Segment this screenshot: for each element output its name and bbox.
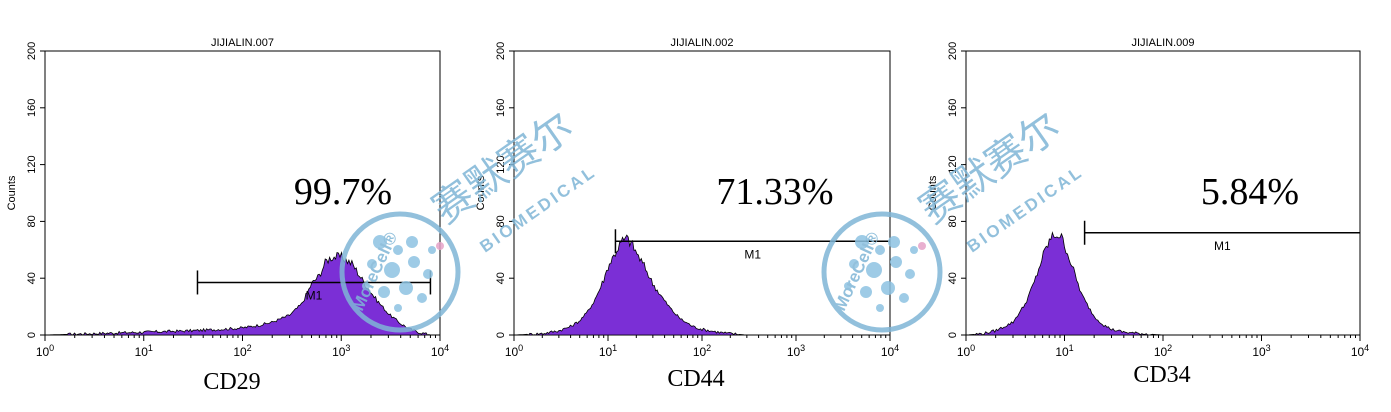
watermark-cell-dot <box>875 245 885 255</box>
gate-label: M1 <box>306 288 323 302</box>
histogram-panel-2: JIJIALIN.002 Counts 0 40 80 120 160 200 100 101 10… <box>475 37 899 392</box>
watermark-cell-dot <box>384 262 400 278</box>
y-tick-label: 80 <box>495 215 507 227</box>
watermark-cell-dot <box>423 269 433 279</box>
watermark-cell-dot <box>393 245 403 255</box>
watermark: MoreCell®赛默赛尔BIOMEDICALMoreCell®赛默赛尔BIOM… <box>339 105 1087 333</box>
x-tick-label: 104 <box>1351 343 1369 359</box>
watermark-cell-dot <box>910 246 918 254</box>
watermark-ring <box>821 211 943 333</box>
x-tick-label: 103 <box>787 343 805 359</box>
x-tick-label: 102 <box>1154 343 1172 359</box>
watermark-accent-dot <box>918 242 926 250</box>
watermark-cell-dot <box>876 304 884 312</box>
x-tick-label: 104 <box>881 343 899 359</box>
watermark-cell-dot <box>378 286 390 298</box>
watermark-cell-dot <box>855 235 869 249</box>
x-tick-label: 102 <box>693 343 711 359</box>
histogram-panel-3: JIJIALIN.009 Counts 0 40 80 120 160 200 100 101 10… <box>927 37 1369 388</box>
chart-title: JIJIALIN.007 <box>211 37 274 49</box>
x-tick-label: 104 <box>431 343 449 359</box>
watermark-cell-dot <box>408 256 420 268</box>
watermark-cell-dot <box>417 293 427 303</box>
watermark-cell-dot <box>881 281 895 295</box>
chart-title: JIJIALIN.009 <box>1132 37 1195 49</box>
histogram-panels: JIJIALIN.007 Counts 0 40 80 120 160 200 100 101 10… <box>6 37 1369 395</box>
watermark-ring <box>339 211 461 333</box>
y-tick-label: 160 <box>26 99 38 117</box>
x-tick-label: 100 <box>36 343 54 359</box>
histogram-area <box>45 250 431 336</box>
y-axis-label: Counts <box>475 175 487 210</box>
histogram-panel-1: JIJIALIN.007 Counts 0 40 80 120 160 200 100 101 10… <box>6 37 449 395</box>
watermark-cell-dot <box>394 304 402 312</box>
watermark-cell-dot <box>899 293 909 303</box>
x-tick-label: 100 <box>957 343 975 359</box>
y-tick-label: 200 <box>947 42 959 60</box>
x-tick-label: 102 <box>233 343 251 359</box>
gate-percentage: 5.84% <box>1201 171 1299 213</box>
gate-label: M1 <box>744 247 761 261</box>
x-tick-label: 101 <box>599 343 617 359</box>
y-tick-label: 120 <box>495 155 507 173</box>
x-axis-label: CD44 <box>667 366 724 392</box>
histogram-area <box>965 231 1360 336</box>
gate-percentage: 99.7% <box>294 171 392 213</box>
watermark-cell-dot <box>373 235 387 249</box>
y-tick-label: 40 <box>947 272 959 284</box>
y-tick-label: 160 <box>947 99 959 117</box>
watermark-cell-dot <box>367 259 377 269</box>
watermark-cell-dot <box>905 269 915 279</box>
watermark-cell-dot <box>849 259 859 269</box>
y-axis-label: Counts <box>927 175 939 210</box>
watermark-cell-dot <box>844 282 852 290</box>
watermark-brand-cn: 赛默赛尔 <box>425 105 581 233</box>
y-tick-label: 160 <box>495 99 507 117</box>
y-tick-label: 120 <box>26 155 38 173</box>
y-tick-label: 40 <box>26 272 38 284</box>
x-tick-label: 103 <box>1252 343 1270 359</box>
y-axis-label: Counts <box>6 175 18 210</box>
watermark-cell-dot <box>888 236 900 248</box>
chart-title: JIJIALIN.002 <box>671 37 734 49</box>
gate-label: M1 <box>1214 239 1231 253</box>
y-tick-label: 120 <box>947 155 959 173</box>
y-tick-label: 200 <box>495 42 507 60</box>
gate-percentage: 71.33% <box>716 171 833 213</box>
y-tick-label: 0 <box>495 332 507 338</box>
watermark-cell-dot <box>860 286 872 298</box>
histogram-area <box>513 234 890 336</box>
x-tick-label: 100 <box>505 343 523 359</box>
watermark-cell-dot <box>866 262 882 278</box>
x-axis-label: CD29 <box>203 369 260 395</box>
watermark-cell-dot <box>399 281 413 295</box>
x-tick-label: 101 <box>1055 343 1073 359</box>
y-tick-label: 200 <box>26 42 38 60</box>
y-tick-label: 80 <box>26 215 38 227</box>
x-tick-label: 101 <box>135 343 153 359</box>
x-axis-label: CD34 <box>1133 362 1190 388</box>
watermark-cell-dot <box>406 236 418 248</box>
y-tick-label: 0 <box>26 332 38 338</box>
watermark-cell-dot <box>890 256 902 268</box>
watermark-cell-dot <box>362 282 370 290</box>
y-tick-label: 0 <box>947 332 959 338</box>
watermark-accent-dot <box>436 242 444 250</box>
y-tick-label: 80 <box>947 215 959 227</box>
watermark-cell-dot <box>428 246 436 254</box>
watermark-brand-cn: 赛默赛尔 <box>912 105 1068 233</box>
plot-frame <box>965 50 1361 336</box>
y-tick-label: 40 <box>495 272 507 284</box>
x-tick-label: 103 <box>332 343 350 359</box>
